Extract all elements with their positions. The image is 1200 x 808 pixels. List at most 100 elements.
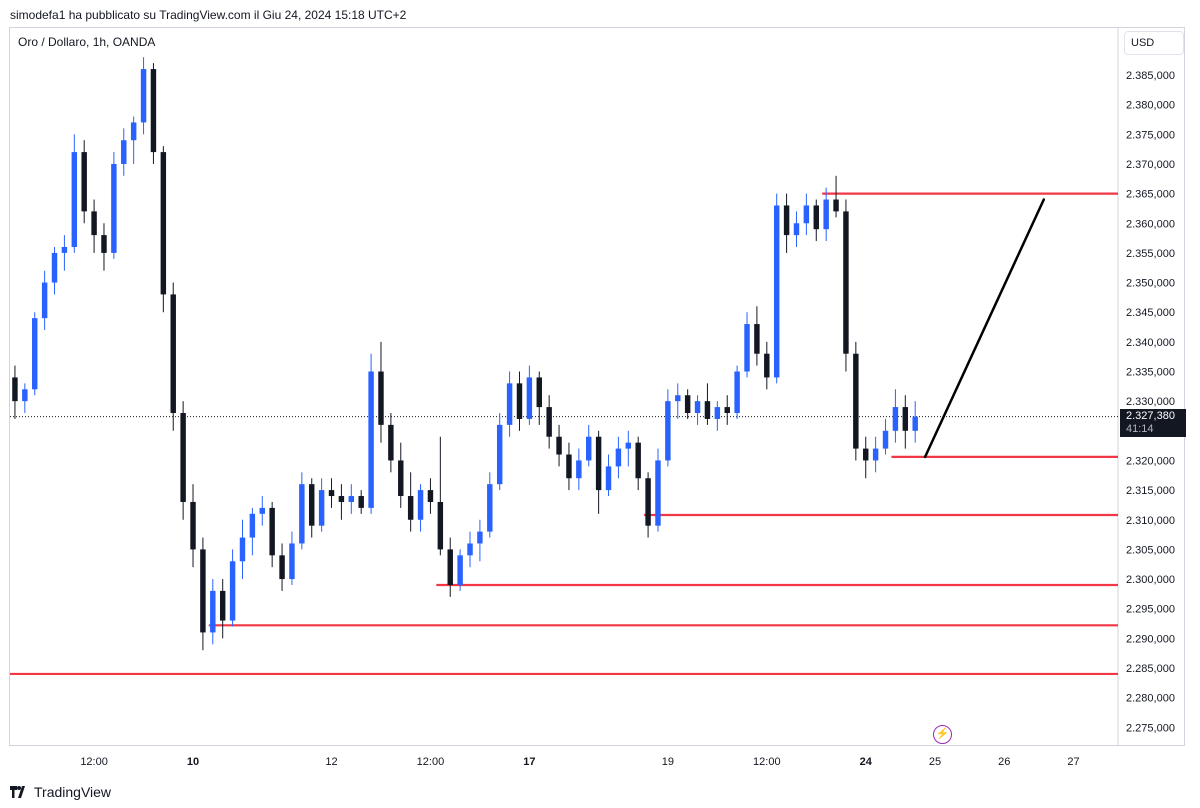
y-tick-label: 2.370,000 [1126,159,1175,171]
y-tick-label: 2.335,000 [1126,367,1175,379]
candle [714,401,721,431]
y-tick-label: 2.295,000 [1126,604,1175,616]
x-tick-label: 12:00 [753,756,781,768]
candle [823,187,829,242]
candle [595,430,602,514]
candle [358,490,364,514]
x-tick-label: 12:00 [80,756,108,768]
candle-body [229,561,236,621]
lightning-icon[interactable]: ⚡ [933,725,952,744]
tradingview-brand[interactable]: TradingView [10,784,111,800]
candle [615,436,622,479]
candle-body [576,460,582,479]
candle [388,413,394,473]
candle [576,448,582,491]
candle-body [833,199,839,212]
candle-body [160,152,167,295]
candle [912,401,918,443]
candle-body [22,389,28,402]
candle-body [586,436,592,461]
candle-body [714,407,721,419]
candle [655,448,661,532]
candle [259,496,265,526]
candle-body [675,395,681,402]
candle [378,341,384,443]
candle-body [140,69,147,123]
candle-body [338,496,345,502]
candle-body [437,501,444,550]
candle-body [121,140,127,164]
y-tick-label: 2.285,000 [1126,663,1175,675]
candle [239,519,246,580]
y-tick-label: 2.280,000 [1126,693,1175,705]
candle [675,383,681,419]
candle-body [536,377,542,408]
candle [229,549,236,627]
candle-body [358,496,364,508]
candle-body [625,442,632,449]
candle-body [882,430,889,449]
candle-body [427,490,434,502]
currency-selector[interactable]: USD [1124,31,1184,55]
candle-body [130,122,137,141]
candle-body [368,371,374,508]
candle-body [299,484,305,544]
candle-body [605,466,612,491]
candle-body [328,490,335,497]
candle-body [249,513,256,538]
candle-body [793,223,800,236]
candle [61,235,68,271]
candle [902,395,909,449]
candle [793,211,800,247]
candle [783,193,790,253]
candle [754,306,760,366]
y-tick-label: 2.320,000 [1126,455,1175,467]
candle-body [111,163,117,253]
candle-body [496,424,503,485]
y-tick-label: 2.345,000 [1126,307,1175,319]
candle-body [615,448,622,467]
y-tick-label: 2.355,000 [1126,248,1175,260]
candle-body [378,371,384,425]
candle-body [487,484,493,532]
candle-body [477,531,483,544]
y-tick-label: 2.315,000 [1126,485,1175,497]
candle-body [645,478,651,526]
y-tick-label: 2.340,000 [1126,337,1175,349]
candle [734,365,740,419]
candle-body [269,507,275,556]
candle-body [684,395,691,414]
y-tick-label: 2.375,000 [1126,129,1175,141]
candle-body [200,549,206,633]
levels-layer [10,192,1118,676]
candle-body [289,543,295,580]
candle-body [744,324,750,372]
candle-body [556,436,562,455]
y-tick-label: 2.275,000 [1126,722,1175,734]
candle-body [853,353,859,449]
candle [487,472,493,538]
candle-body [32,318,38,390]
candle [704,383,711,425]
candle-body [724,407,730,414]
x-tick-label: 27 [1067,756,1079,768]
candle [635,436,641,491]
candle [437,436,444,556]
candle-body [467,543,473,556]
candle-body [783,205,790,236]
x-tick-label: 19 [662,756,674,768]
candle [457,549,463,591]
candle [526,365,533,425]
candle [318,478,325,532]
candle-body [170,294,176,414]
candle-body [764,353,770,378]
candle [328,478,335,508]
candle-body [823,199,829,230]
x-tick-label: 12 [325,756,337,768]
candle [81,140,87,224]
instrument-legend[interactable]: Oro / Dollaro, 1h, OANDA [18,35,156,49]
last-price-value: 2.327,380 [1126,410,1175,422]
y-tick-label: 2.385,000 [1126,70,1175,82]
candle [586,424,592,467]
